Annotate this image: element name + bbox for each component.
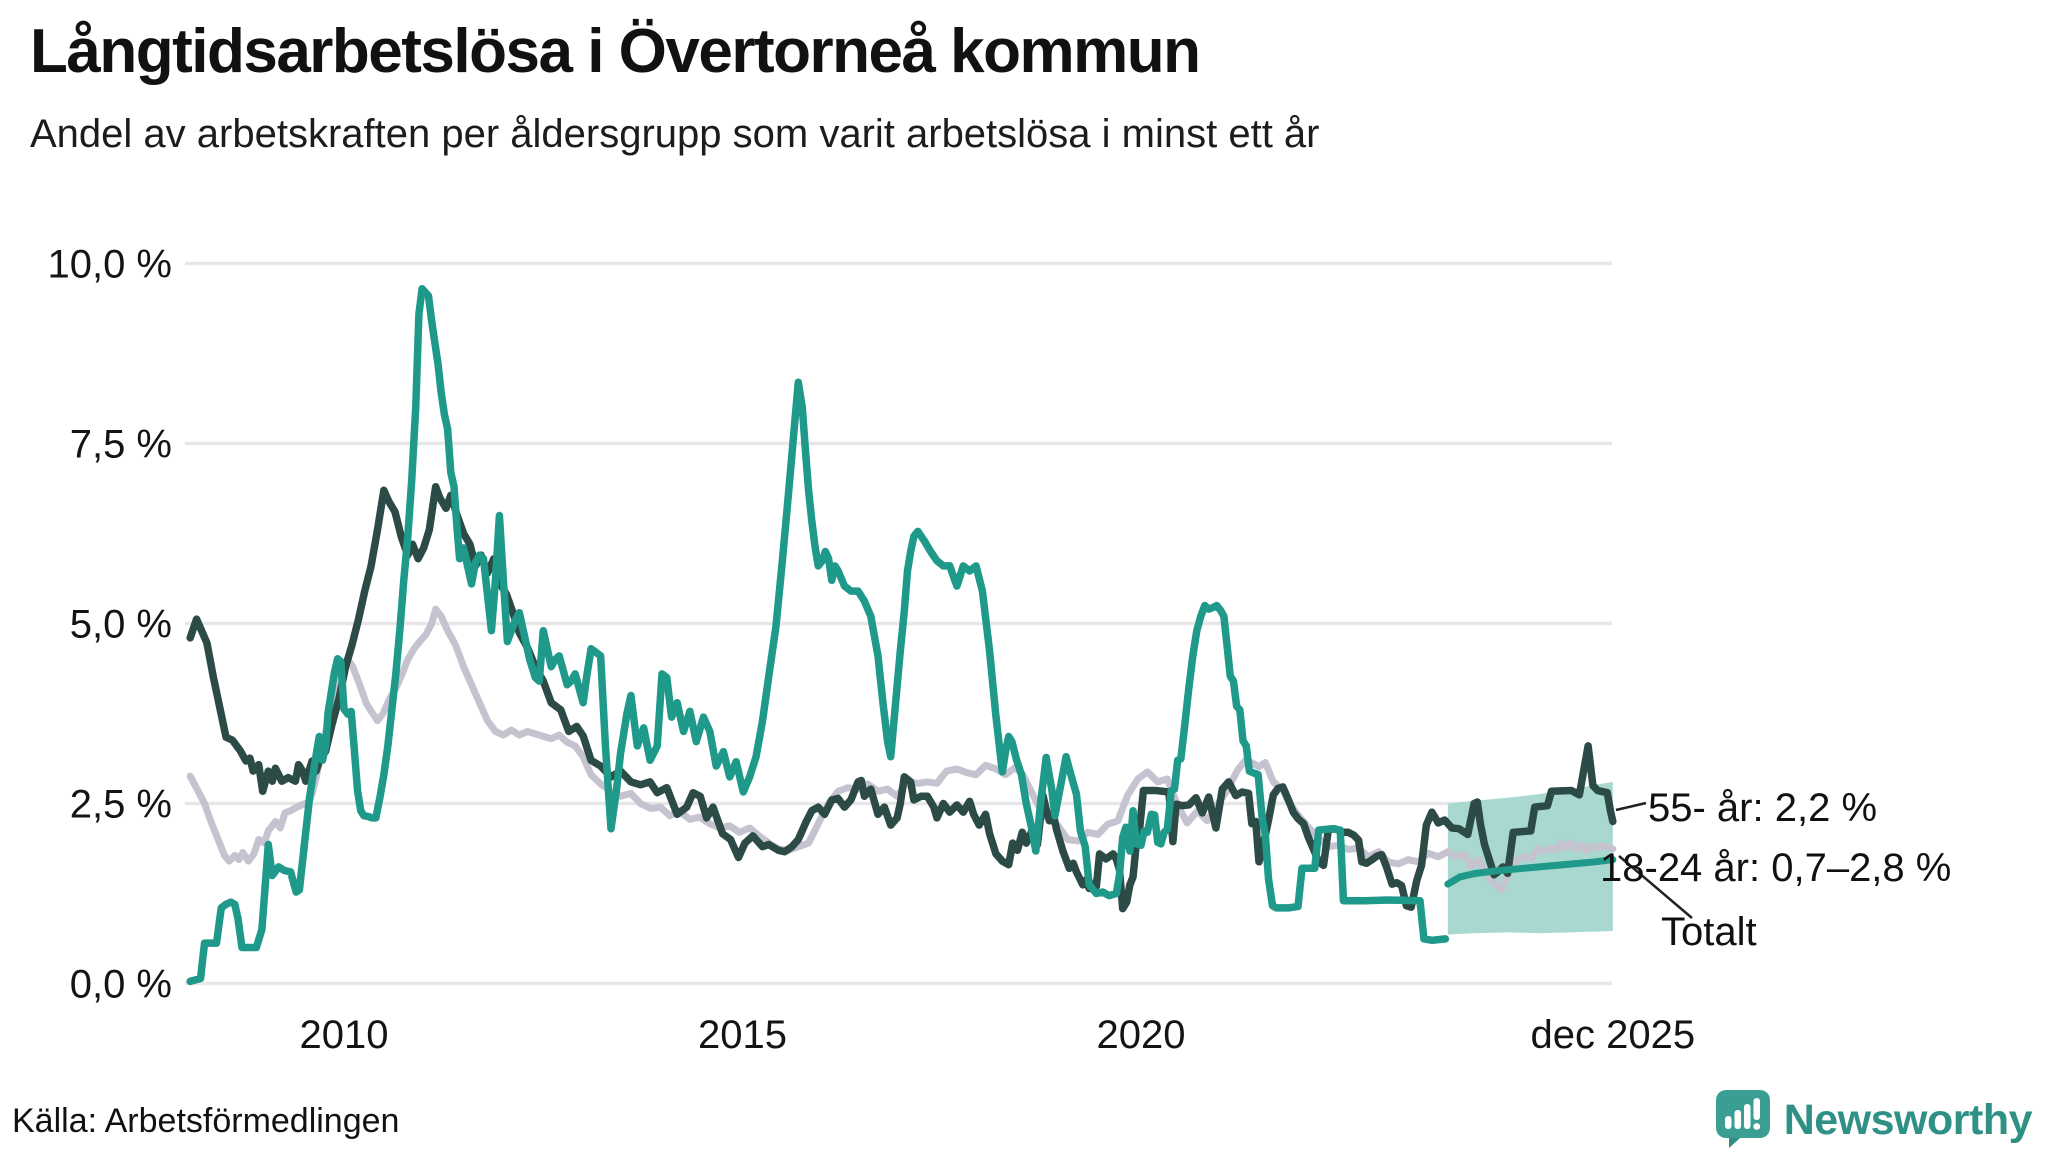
end-label-totalt: Totalt [1661,910,1757,954]
end-label-55: 55- år: 2,2 % [1648,786,1878,830]
end-label-18-24: 18-24 år: 0,7–2,8 % [1600,846,1952,890]
chart-subtitle: Andel av arbetskraften per åldersgrupp s… [30,112,1320,156]
newsworthy-logo[interactable]: Newsworthy [1714,1088,2033,1152]
page-title: Långtidsarbetslösa i Övertorneå kommun [30,17,1201,86]
y-axis-tick-label: 10,0 % [47,243,172,287]
series-line-totalt [186,605,1617,894]
x-axis-tick-label: 2020 [1097,1013,1186,1057]
newsworthy-wordmark: Newsworthy [1783,1096,2033,1144]
x-axis-tick-label: 2015 [698,1013,787,1057]
newsworthy-bubble-icon [1714,1088,1772,1152]
series-line-18-24-r [186,284,1450,986]
x-axis-tick-label: dec 2025 [1531,1013,1696,1057]
label-connector-55 [1615,801,1647,812]
source-caption: Källa: Arbetsförmedlingen [12,1102,400,1140]
y-axis-tick-label: 0,0 % [70,963,172,1007]
series-line-55-r [186,482,1617,913]
series-line-18-24-r-prognos- [1444,856,1617,888]
y-axis-tick-label: 2,5 % [70,783,172,827]
x-axis-tick-label: 2010 [300,1013,389,1057]
label-connector-totalt [1618,855,1693,919]
y-axis-tick-label: 5,0 % [70,603,172,647]
y-axis-tick-label: 7,5 % [70,423,172,467]
